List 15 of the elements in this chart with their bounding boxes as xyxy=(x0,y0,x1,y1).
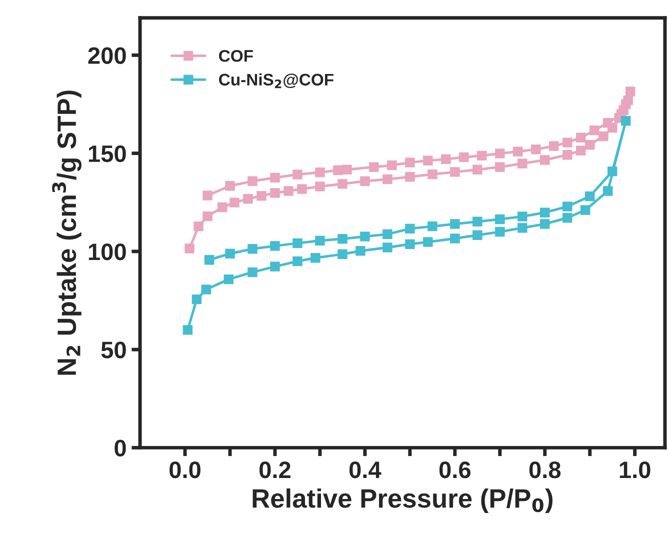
x-tick-label: 0.6 xyxy=(439,462,470,478)
x-tick-label: 1.0 xyxy=(620,462,650,478)
x-tick-label: 0.2 xyxy=(260,462,290,478)
legend-label: COF xyxy=(219,50,253,62)
y-tick-label: 50 xyxy=(101,342,126,358)
y-tick-label: 0 xyxy=(114,440,126,456)
y-tick-label: 100 xyxy=(88,244,126,260)
y-tick-label: 150 xyxy=(88,145,126,162)
x-axis-title: Relative Pressure (P/P$_{0}$) xyxy=(252,488,552,514)
y-axis-title: N$_{2}$ Uptake (cm$^{3}$/g STP) xyxy=(52,90,82,375)
legend-label: Cu-NiS$_{2}$@COF xyxy=(219,73,334,88)
x-tick-label: 0.4 xyxy=(349,462,382,478)
y-tick-label: 200 xyxy=(88,47,126,64)
x-tick-label: 0.0 xyxy=(170,462,200,478)
x-tick-label: 0.8 xyxy=(529,462,561,478)
